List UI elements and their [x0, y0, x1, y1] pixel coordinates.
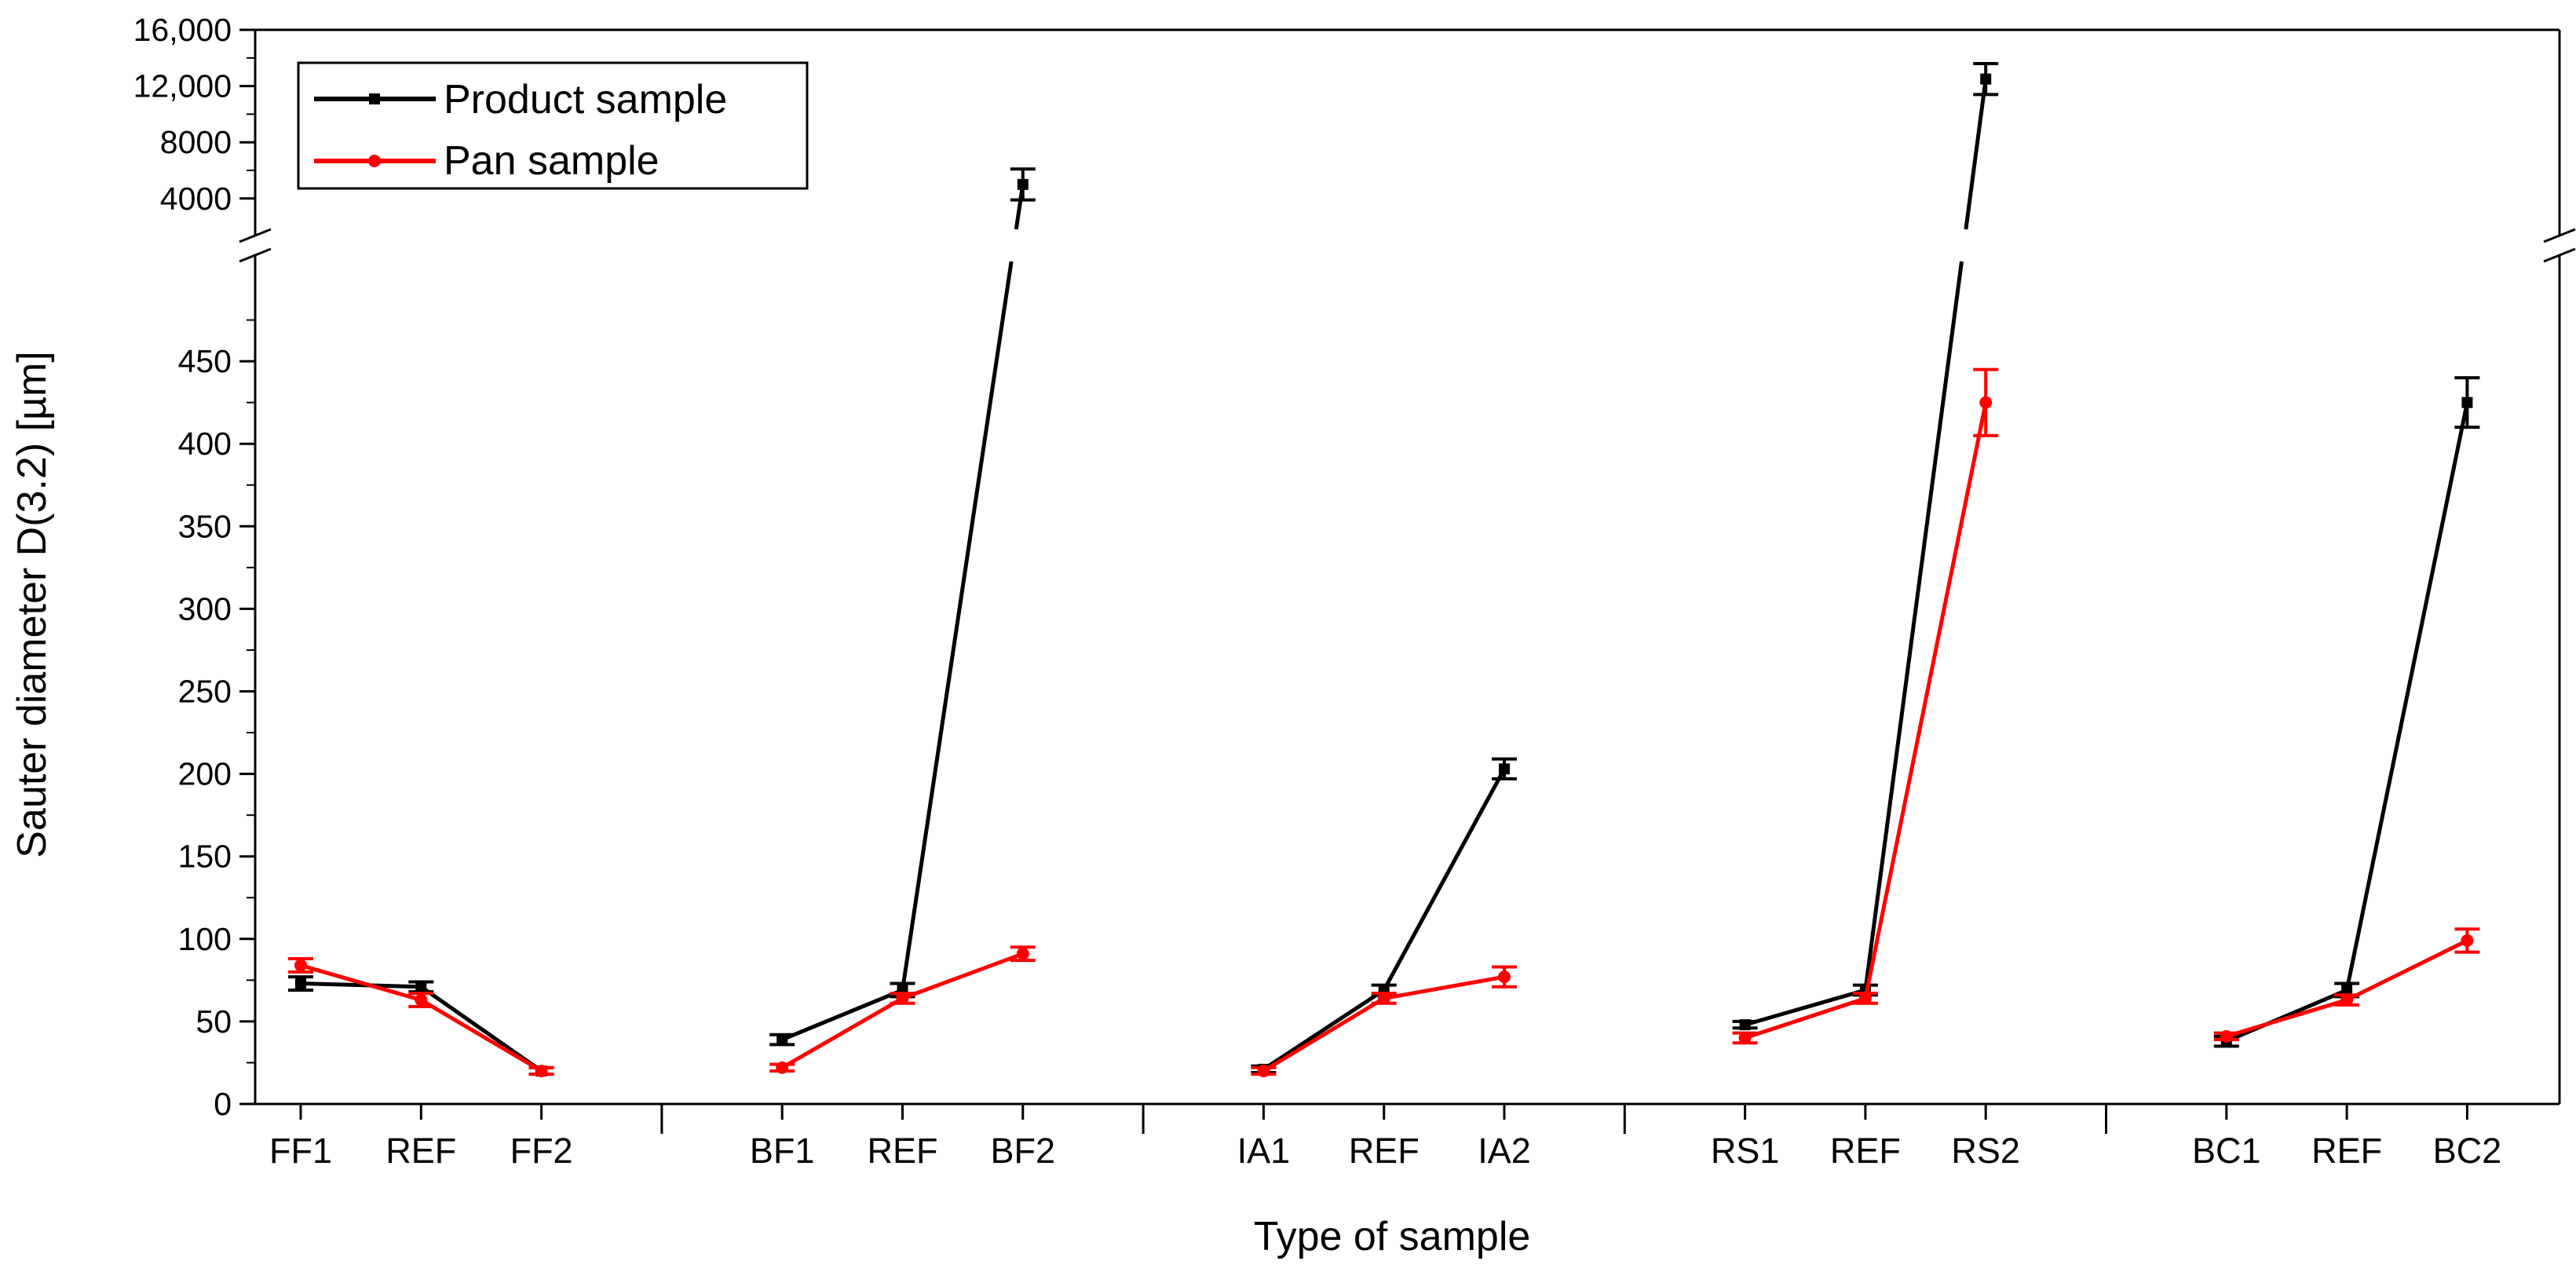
product-sample-line-segment: [1863, 261, 1964, 991]
product-sample-point: [295, 978, 306, 989]
x-tick-label: BF2: [991, 1131, 1056, 1171]
pan-sample-line-segment: [1744, 996, 1866, 1040]
pan-sample-point: [1498, 970, 1511, 984]
y-tick-label-upper: 12,000: [133, 68, 232, 104]
pan-sample-point: [1858, 992, 1872, 1005]
y-tick-label: 400: [178, 426, 232, 462]
pan-sample-point: [1377, 992, 1390, 1005]
pan-sample-line-segment: [1863, 402, 1988, 999]
y-axis-label: Sauter diameter D(3.2) [µm]: [9, 351, 55, 858]
axis-break-mark-right-2: [2543, 247, 2576, 263]
axis-break-mark-right-1: [2543, 228, 2576, 243]
x-tick-label: RS1: [1711, 1131, 1780, 1171]
pan-sample-point: [2461, 934, 2474, 947]
x-tick-label: REF: [868, 1131, 938, 1171]
pan-sample-line-segment: [780, 996, 904, 1069]
y-tick-label: 450: [178, 343, 232, 379]
pan-sample-point: [1257, 1064, 1270, 1077]
product-sample-line-segment: [2344, 402, 2469, 991]
y-tick-label: 0: [214, 1086, 232, 1122]
legend: Product sample Pan sample: [297, 61, 809, 190]
pan-sample-line-segment: [300, 963, 422, 1002]
x-axis-label: Type of sample: [1254, 1214, 1531, 1259]
y-tick-label: 100: [178, 921, 232, 957]
pan-sample-line-segment: [2226, 998, 2348, 1039]
x-tick-label: IA2: [1478, 1131, 1531, 1171]
product-sample-point: [1739, 1019, 1751, 1031]
product-sample-point: [1499, 763, 1510, 775]
pan-sample-line-segment: [1383, 974, 1505, 1000]
x-tick-label: FF1: [269, 1131, 332, 1171]
y-tick-label-upper: 4000: [160, 181, 232, 217]
pan-sample-point: [294, 959, 307, 972]
x-tick-label: REF: [2311, 1131, 2382, 1171]
y-tick-label: 150: [178, 839, 232, 875]
legend-product-label: Product sample: [444, 77, 727, 122]
legend-pan-marker: [368, 155, 381, 167]
product-sample-line-segment: [781, 988, 904, 1042]
product-sample-line-segment: [1382, 768, 1507, 992]
pan-sample-line-segment: [2345, 938, 2468, 1002]
product-sample-line-segment: [1262, 988, 1386, 1071]
product-sample-point: [1980, 73, 1992, 85]
x-tick-label: REF: [385, 1131, 456, 1171]
product-sample-point: [776, 1034, 788, 1046]
pan-sample-point: [896, 992, 909, 1005]
y-tick-label-upper: 16,000: [133, 12, 232, 48]
y-tick-label: 350: [178, 508, 232, 544]
pan-sample-point: [415, 993, 428, 1007]
x-tick-label: BC2: [2433, 1131, 2502, 1171]
product-sample-line-segment: [300, 981, 422, 989]
legend-pan-label: Pan sample: [444, 138, 660, 184]
axis-break-mark-left-2: [239, 247, 272, 263]
product-sample-line-segment: [2225, 988, 2348, 1044]
product-sample-point: [1017, 178, 1029, 190]
x-tick-label: FF2: [510, 1131, 573, 1171]
legend-product-marker: [369, 93, 380, 104]
x-tick-label: BC1: [2192, 1131, 2261, 1171]
y-tick-label: 250: [178, 674, 232, 710]
pan-sample-point: [2220, 1029, 2233, 1043]
pan-sample-point: [1016, 947, 1029, 960]
y-tick-label: 50: [195, 1003, 232, 1040]
pan-sample-point: [1738, 1031, 1752, 1044]
pan-sample-line-segment: [420, 998, 543, 1073]
pan-sample-point: [535, 1064, 548, 1077]
y-tick-label: 200: [178, 756, 232, 792]
product-sample-line-segment: [1744, 988, 1866, 1027]
pan-sample-point: [1979, 396, 1993, 409]
axis-break-mark-left-1: [239, 228, 272, 243]
product-sample-line-segment: [901, 261, 1014, 991]
x-tick-label: REF: [1830, 1131, 1901, 1171]
x-tick-label: BF1: [750, 1131, 815, 1171]
x-tick-label: IA1: [1237, 1131, 1291, 1171]
x-tick-label: REF: [1349, 1131, 1420, 1171]
pan-sample-point: [2340, 993, 2354, 1007]
product-sample-point: [2461, 397, 2473, 408]
y-tick-label-upper: 8000: [160, 124, 232, 160]
pan-sample-point: [776, 1061, 789, 1074]
pan-sample-line-segment: [1262, 996, 1385, 1073]
x-tick-label: RS2: [1951, 1131, 2020, 1171]
y-tick-label: 300: [178, 590, 232, 627]
product-sample-point: [2341, 984, 2353, 996]
pan-sample-line-segment: [901, 952, 1024, 1000]
product-sample-line-segment: [1964, 79, 1988, 230]
legend-box: [297, 61, 809, 190]
product-sample-point: [415, 981, 427, 992]
